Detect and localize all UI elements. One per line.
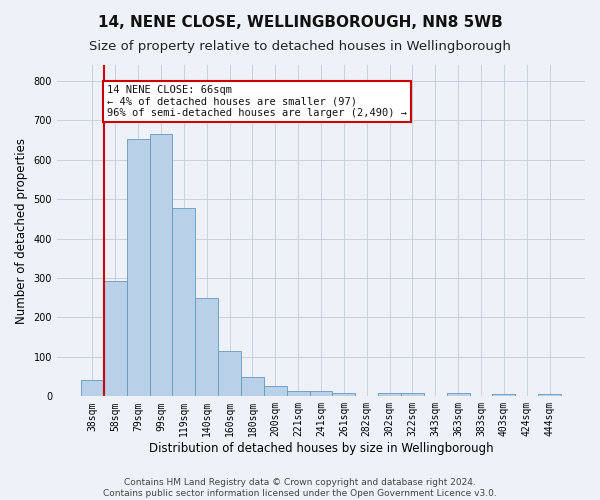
Text: 14 NENE CLOSE: 66sqm
← 4% of detached houses are smaller (97)
96% of semi-detach: 14 NENE CLOSE: 66sqm ← 4% of detached ho… [107, 84, 407, 118]
Bar [127, 139, 149, 396]
X-axis label: Distribution of detached houses by size in Wellingborough: Distribution of detached houses by size … [149, 442, 493, 455]
Bar [218, 352, 241, 397]
Bar [104, 281, 127, 396]
Bar [172, 208, 195, 396]
Bar [538, 394, 561, 396]
Bar [332, 393, 355, 396]
Bar [264, 386, 287, 396]
Bar [378, 393, 401, 396]
Bar [493, 394, 515, 396]
Bar [149, 134, 172, 396]
Bar [81, 380, 104, 396]
Text: Size of property relative to detached houses in Wellingborough: Size of property relative to detached ho… [89, 40, 511, 53]
Bar [195, 298, 218, 396]
Bar [446, 393, 470, 396]
Bar [241, 376, 264, 396]
Bar [287, 391, 310, 396]
Text: Contains HM Land Registry data © Crown copyright and database right 2024.
Contai: Contains HM Land Registry data © Crown c… [103, 478, 497, 498]
Text: 14, NENE CLOSE, WELLINGBOROUGH, NN8 5WB: 14, NENE CLOSE, WELLINGBOROUGH, NN8 5WB [98, 15, 502, 30]
Bar [310, 391, 332, 396]
Bar [401, 393, 424, 396]
Y-axis label: Number of detached properties: Number of detached properties [15, 138, 28, 324]
